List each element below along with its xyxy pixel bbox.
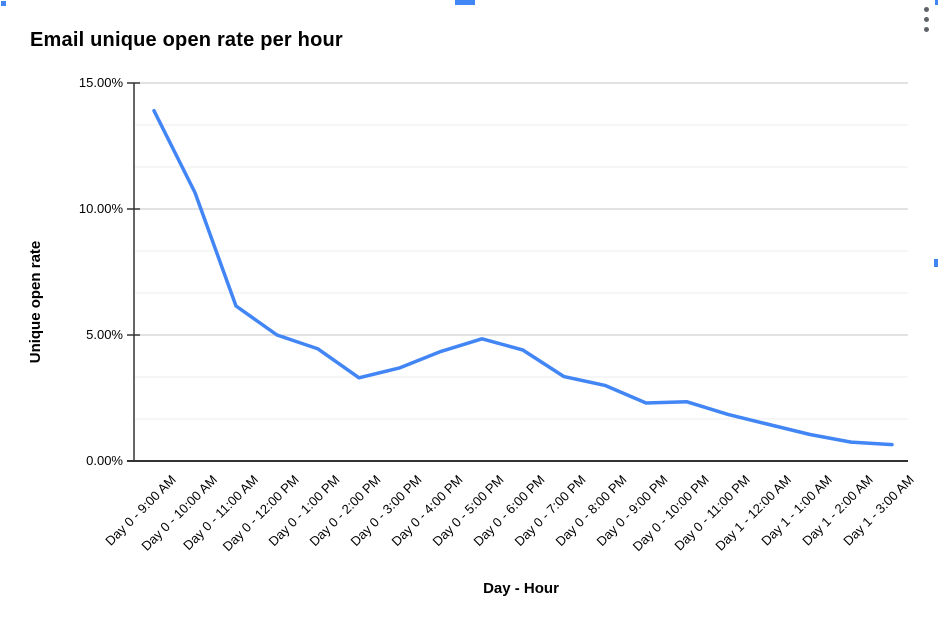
y-axis-tick-label: 10.00% [78, 201, 123, 216]
chart-options-menu-button[interactable] [913, 0, 938, 38]
selection-handle-top-left[interactable] [1, 1, 6, 6]
series-line-unique-open-rate [152, 108, 894, 447]
y-axis-tick-label: 15.00% [78, 75, 123, 90]
selection-handle-top-center[interactable] [455, 0, 475, 5]
y-axis-tick-label: 5.00% [86, 327, 123, 342]
selection-handle-top-right[interactable] [935, 0, 938, 5]
selection-handle-right-middle[interactable] [934, 259, 938, 267]
menu-dot [923, 16, 929, 22]
y-axis-title: Unique open rate [27, 240, 44, 364]
chart-title: Email unique open rate per hour [30, 29, 343, 51]
x-axis-title: Day - Hour [483, 580, 559, 597]
y-axis-tick-label: 0.00% [86, 453, 123, 468]
menu-dot [923, 26, 929, 32]
menu-dot [923, 6, 929, 12]
